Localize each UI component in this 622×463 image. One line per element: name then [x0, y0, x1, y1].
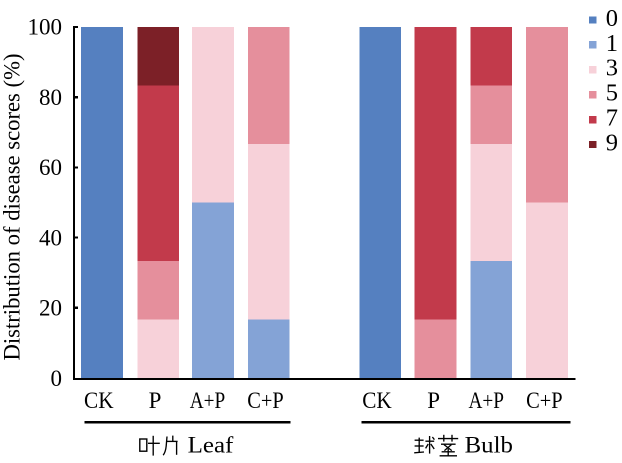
svg-text:Distribution of disease scores: Distribution of disease scores (%)	[0, 54, 25, 361]
svg-text:5: 5	[606, 80, 618, 107]
svg-text:C+P: C+P	[526, 388, 563, 413]
svg-text:Leaf: Leaf	[188, 433, 234, 459]
svg-text:CK: CK	[84, 388, 114, 413]
svg-text:3: 3	[606, 55, 618, 82]
svg-text:A+P: A+P	[468, 388, 504, 413]
svg-text:0: 0	[606, 5, 618, 32]
svg-text:60: 60	[39, 155, 62, 180]
svg-text:P: P	[149, 388, 162, 413]
svg-text:40: 40	[39, 225, 62, 250]
svg-text:C+P: C+P	[247, 388, 284, 413]
svg-text:0: 0	[51, 366, 63, 391]
svg-text:80: 80	[39, 85, 62, 110]
svg-text:7: 7	[606, 105, 618, 132]
svg-text:100: 100	[28, 15, 63, 40]
svg-text:Bulb: Bulb	[465, 433, 513, 459]
svg-text:9: 9	[606, 129, 618, 156]
svg-text:P: P	[427, 388, 440, 413]
svg-text:CK: CK	[362, 388, 392, 413]
svg-text:20: 20	[39, 296, 62, 321]
svg-text:A+P: A+P	[190, 388, 226, 413]
svg-text:1: 1	[606, 30, 618, 57]
